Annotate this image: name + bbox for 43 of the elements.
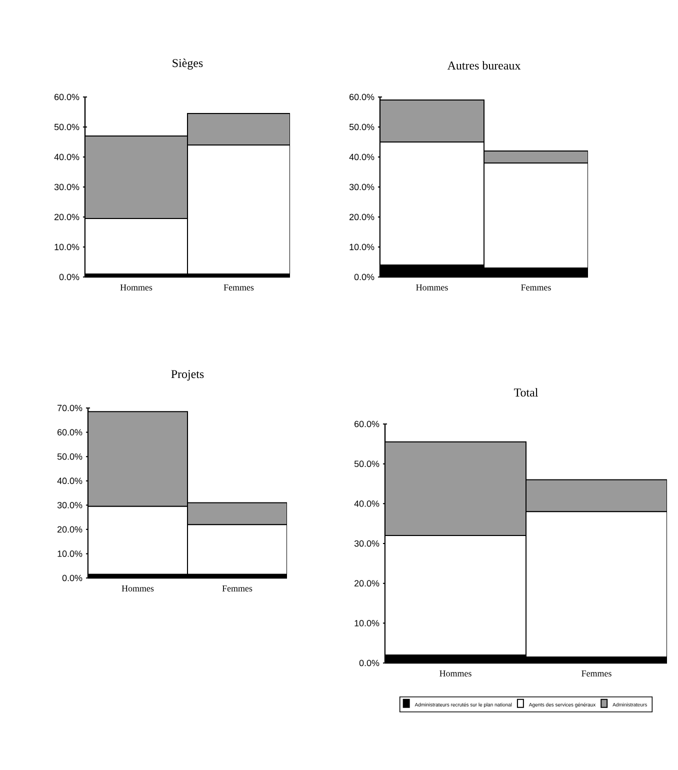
y-tick-label: 50.0% — [349, 124, 374, 130]
bar — [484, 150, 588, 164]
y-tick-label: 70.0% — [58, 404, 82, 412]
y-tick-label: 20.0% — [354, 580, 380, 587]
chart-title: Autres bureaux — [447, 61, 521, 70]
y-tick-label: 30.0% — [57, 502, 82, 508]
y-tick-label: 30.0% — [54, 184, 80, 190]
y-tick-label: 40.0% — [57, 478, 82, 484]
x-tick-label: Hommes — [440, 670, 472, 676]
x-tick-label: Femmes — [222, 586, 252, 592]
y-tick-label: 20.0% — [58, 526, 82, 533]
y-tick-label: 60.0% — [354, 420, 380, 428]
y-tick-label: 40.0% — [54, 154, 80, 160]
x-tick-label: Femmes — [521, 284, 551, 290]
y-tick-label: 50.0% — [354, 460, 380, 468]
x-tick-label: Hommes — [120, 284, 152, 290]
y-tick-label: 10.0% — [354, 620, 380, 626]
x-tick-label: Hommes — [416, 284, 448, 290]
x-tick-label: Femmes — [582, 670, 612, 676]
bar — [380, 99, 485, 142]
y-tick-label: 40.0% — [349, 154, 374, 160]
y-tick-label: 10.0% — [54, 244, 80, 250]
chart-title: Sièges — [172, 58, 203, 70]
y-tick-label: 0.0% — [59, 274, 80, 280]
y-tick-label: 60.0% — [58, 429, 82, 436]
chart-title: Projets — [171, 370, 204, 381]
y-tick-label: 0.0% — [354, 274, 374, 280]
y-tick-label: 30.0% — [349, 184, 374, 190]
y-tick-label: 20.0% — [350, 214, 374, 220]
y-tick-label: 20.0% — [54, 214, 80, 220]
y-tick-label: 60.0% — [350, 94, 374, 100]
y-tick-label: 40.0% — [354, 500, 380, 507]
y-tick-label: 50.0% — [54, 124, 80, 130]
y-tick-label: 50.0% — [57, 453, 82, 460]
x-tick-label: Femmes — [224, 284, 254, 290]
y-tick-label: 30.0% — [354, 540, 380, 547]
chart-title: Total — [514, 388, 538, 397]
y-tick-label: 0.0% — [62, 574, 82, 582]
y-tick-label: 10.0% — [350, 244, 374, 250]
y-tick-label: 0.0% — [359, 660, 380, 666]
y-tick-label: 60.0% — [54, 94, 80, 100]
x-tick-label: Hommes — [122, 586, 154, 592]
y-tick-label: 10.0% — [58, 550, 82, 557]
